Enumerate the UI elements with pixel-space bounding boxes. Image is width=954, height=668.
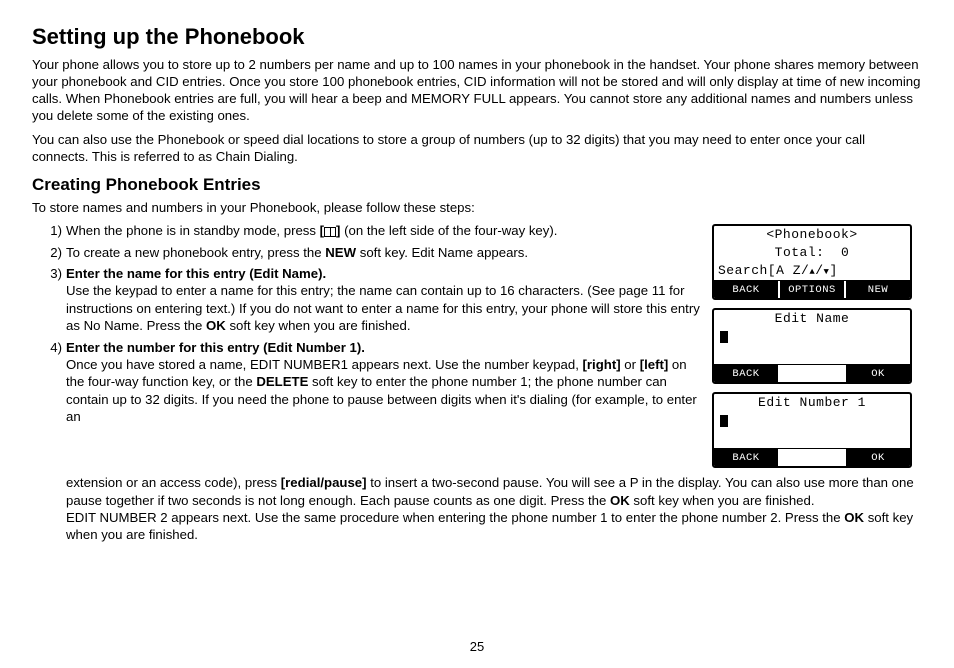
step-text: Once you have stored a name, EDIT NUMBER…: [66, 356, 706, 426]
page-title: Setting up the Phonebook: [32, 24, 922, 50]
lcd-line: [714, 346, 910, 364]
step-number: 1): [38, 222, 62, 239]
lcd-line: [714, 412, 910, 430]
softkey-ok: OK: [844, 365, 910, 382]
step-number: 4): [38, 339, 62, 356]
text: Search[A Z/: [718, 263, 809, 278]
lcd-line: Edit Name: [714, 310, 910, 328]
softkey-back: BACK: [714, 449, 778, 466]
lcd-line: Edit Number 1: [714, 394, 910, 412]
section-heading: Creating Phonebook Entries: [32, 175, 922, 195]
manual-page: Setting up the Phonebook Your phone allo…: [0, 0, 954, 668]
step-2: 2) To create a new phonebook entry, pres…: [66, 244, 706, 261]
softkey-name: OK: [844, 510, 864, 525]
text: /: [815, 263, 823, 278]
cursor-icon: [720, 331, 728, 343]
softkey-name: DELETE: [256, 374, 308, 389]
text: soft key when you are finished.: [226, 318, 411, 333]
figure-column: <Phonebook> Total: 0 Search[A Z/ /] BACK …: [712, 222, 922, 476]
step-4: 4) Enter the number for this entry (Edit…: [66, 339, 706, 426]
step-number: 3): [38, 265, 62, 282]
lcd-phonebook: <Phonebook> Total: 0 Search[A Z/ /] BACK …: [712, 224, 912, 300]
page-number: 25: [0, 639, 954, 654]
text: or: [621, 357, 640, 372]
step-title: Enter the name for this entry (Edit Name…: [66, 265, 706, 282]
text: To create a new phonebook entry, press t…: [66, 245, 325, 260]
softkey-bar: BACK OPTIONS NEW: [714, 280, 910, 298]
text: EDIT NUMBER 2 appears next. Use the same…: [66, 510, 844, 525]
phonebook-icon: [324, 227, 336, 237]
lcd-line: Search[A Z/ /]: [714, 262, 910, 280]
softkey-name: NEW: [325, 245, 356, 260]
step-number: 2): [38, 244, 62, 261]
softkey-ok: OK: [844, 449, 910, 466]
lcd-edit-number: Edit Number 1 BACK OK: [712, 392, 912, 468]
step-text: Use the keypad to enter a name for this …: [66, 282, 706, 334]
softkey-options: OPTIONS: [778, 281, 844, 298]
key-name: [redial/pause]: [281, 475, 367, 490]
text: extension or an access code), press: [66, 475, 281, 490]
softkey-blank: [778, 449, 844, 466]
softkey-name: OK: [206, 318, 226, 333]
text: When the phone is in standby mode, press: [66, 223, 320, 238]
softkey-name: OK: [610, 493, 630, 508]
softkey-bar: BACK OK: [714, 364, 910, 382]
intro-paragraph-2: You can also use the Phonebook or speed …: [32, 131, 922, 165]
intro-paragraph-1: Your phone allows you to store up to 2 n…: [32, 56, 922, 125]
lcd-line: [714, 430, 910, 448]
softkey-back: BACK: [714, 281, 778, 298]
step-text: To create a new phonebook entry, press t…: [66, 245, 528, 260]
text: soft key when you are finished.: [630, 493, 815, 508]
key-name: [right]: [583, 357, 621, 372]
key-name: [left]: [640, 357, 669, 372]
text: (on the left side of the four-way key).: [340, 223, 557, 238]
text: Once you have stored a name, EDIT NUMBER…: [66, 357, 583, 372]
softkey-blank: [778, 365, 844, 382]
lcd-line: [714, 328, 910, 346]
step-text: When the phone is in standby mode, press…: [66, 223, 557, 238]
softkey-back: BACK: [714, 365, 778, 382]
step-1: 1) When the phone is in standby mode, pr…: [66, 222, 706, 239]
lcd-line: Total: 0: [714, 244, 910, 262]
steps-list: 1) When the phone is in standby mode, pr…: [32, 222, 706, 426]
text: soft key. Edit Name appears.: [356, 245, 528, 260]
softkey-bar: BACK OK: [714, 448, 910, 466]
lcd-line: <Phonebook>: [714, 226, 910, 244]
cursor-icon: [720, 415, 728, 427]
step-4-continuation: extension or an access code), press [red…: [32, 474, 922, 544]
step-title: Enter the number for this entry (Edit Nu…: [66, 339, 706, 356]
steps-intro: To store names and numbers in your Phone…: [32, 199, 922, 216]
step-3: 3) Enter the name for this entry (Edit N…: [66, 265, 706, 335]
softkey-new: NEW: [844, 281, 910, 298]
lcd-edit-name: Edit Name BACK OK: [712, 308, 912, 384]
text: ]: [829, 263, 837, 278]
